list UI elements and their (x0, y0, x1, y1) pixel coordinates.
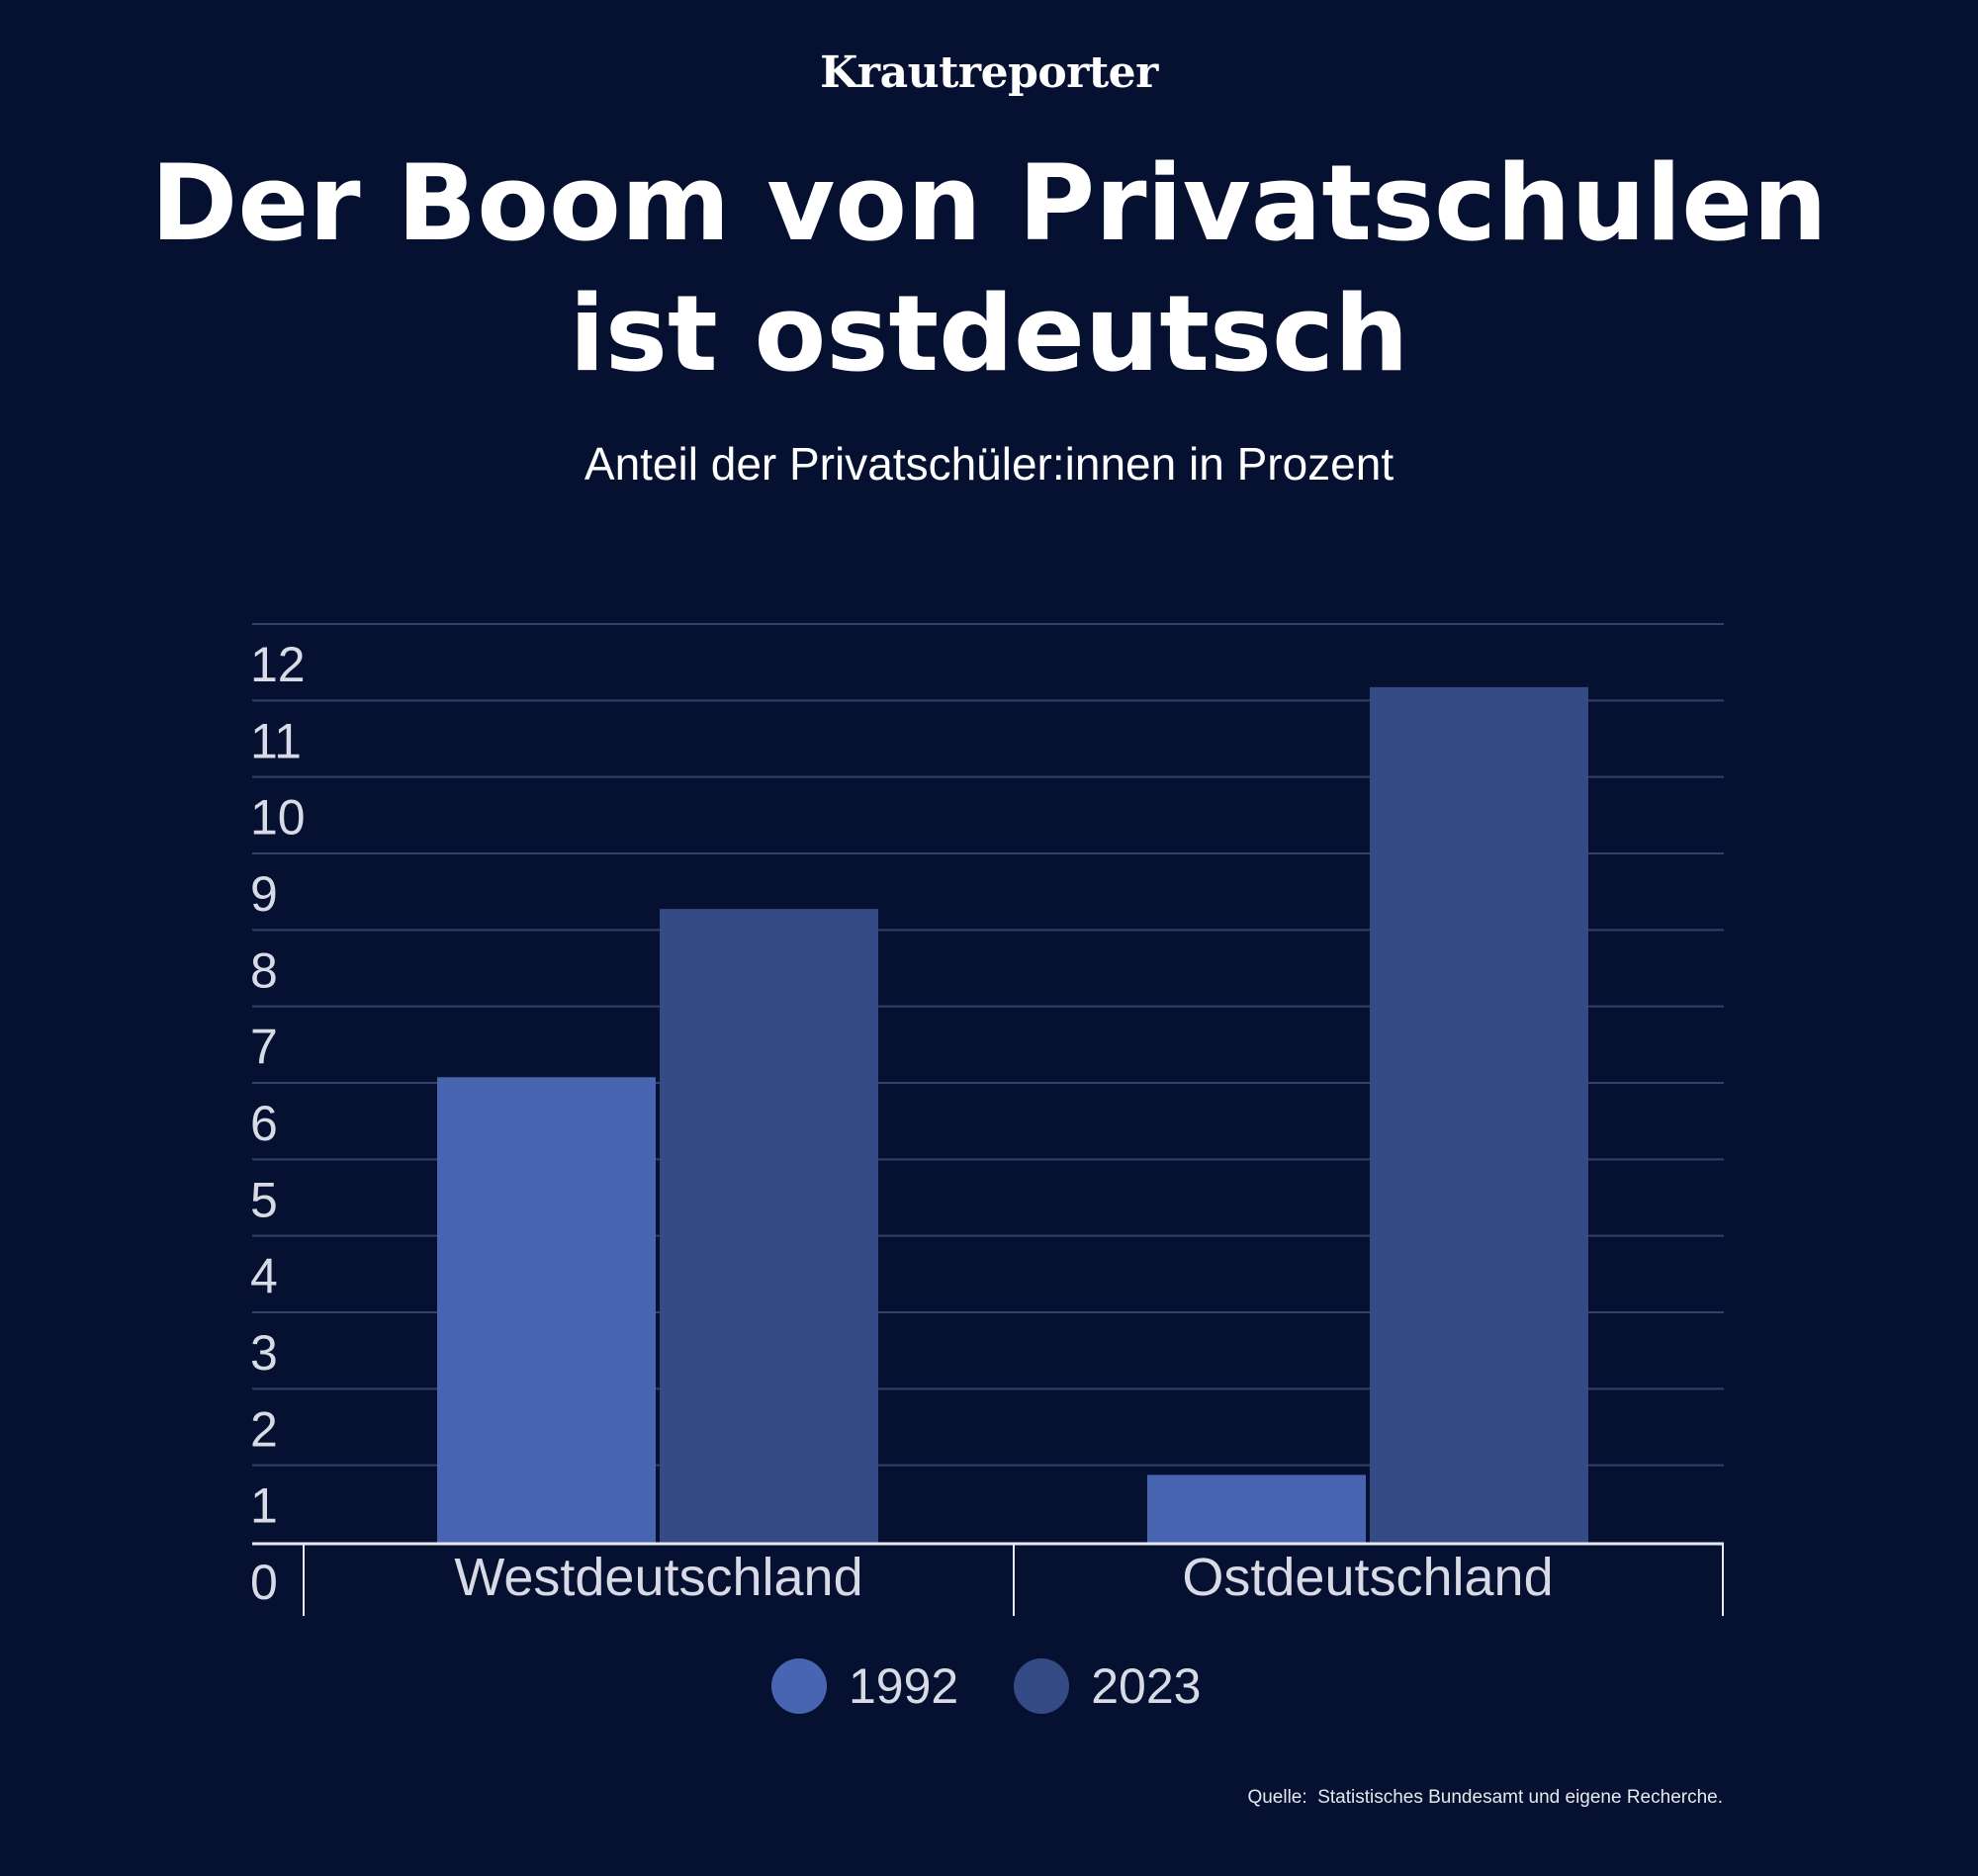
y-tick-label-12: 12 (250, 637, 306, 692)
legend-item-1992: 1992 (771, 1657, 958, 1715)
legend-swatch-2023 (1014, 1658, 1070, 1714)
y-tick-label-10: 10 (250, 790, 306, 846)
y-tick-label-7: 7 (250, 1020, 278, 1075)
y-tick-label-3: 3 (250, 1325, 278, 1381)
brand-logo: Krautreporter (820, 47, 1158, 98)
bar-ostdeutschland-1992 (1147, 1474, 1366, 1544)
bar-ostdeutschland-2023 (1370, 686, 1588, 1544)
y-tick-label-8: 8 (250, 942, 278, 998)
chart-title: Der Boom von Privatschulen ist ostdeutsc… (150, 142, 1828, 395)
legend-label-1992: 1992 (849, 1658, 959, 1714)
x-category-label-westdeutschland: Westdeutschland (454, 1548, 862, 1607)
y-tick-label-1: 1 (250, 1478, 278, 1534)
legend-swatch-1992 (771, 1658, 827, 1714)
bar-westdeutschland-2023 (660, 909, 878, 1544)
y-tick-label-9: 9 (250, 866, 278, 922)
y-tick-label-4: 4 (250, 1249, 278, 1304)
y-tick-label-6: 6 (250, 1096, 278, 1151)
chart-legend: 1992 2023 (771, 1654, 1256, 1718)
bar-westdeutschland-1992 (437, 1077, 656, 1544)
legend-item-2023: 2023 (1014, 1657, 1201, 1715)
x-category-label-ostdeutschland: Ostdeutschland (1182, 1548, 1553, 1607)
y-tick-label-2: 2 (250, 1401, 278, 1457)
y-tick-label-0: 0 (250, 1555, 278, 1610)
y-tick-label-11: 11 (250, 713, 302, 768)
chart-subtitle: Anteil der Privatschüler:innen in Prozen… (584, 438, 1394, 490)
source-note: Quelle: Statistisches Bundesamt und eige… (1247, 1787, 1723, 1808)
y-tick-label-5: 5 (250, 1172, 278, 1227)
legend-label-2023: 2023 (1091, 1658, 1202, 1714)
